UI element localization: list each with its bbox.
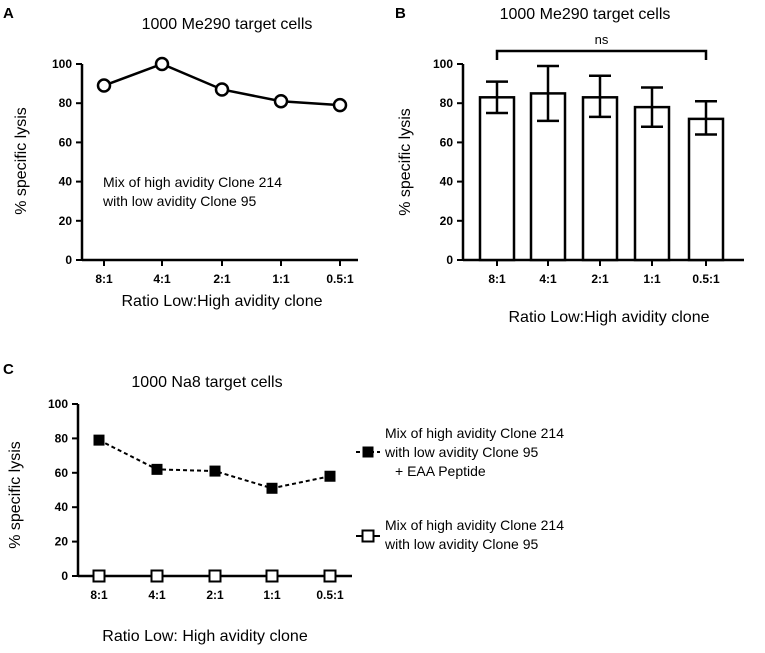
panel-c-y-tick-label: 80: [55, 431, 69, 445]
panel-c-x-tick-label: 8:1: [90, 588, 108, 602]
panel-b-y-axis-label: % specific lysis: [397, 108, 414, 216]
panel-b-bar: [633, 105, 671, 262]
panel-c-series-1-point: [266, 482, 278, 494]
legend-item-1-line-1: Mix of high avidity Clone 214: [385, 425, 564, 441]
panel-a-x-tick-label: 8:1: [95, 272, 113, 286]
panel-c-series-2-point: [92, 569, 106, 583]
panel-c-series-1-point: [93, 434, 105, 446]
panel-a-annotation-line-2: with low avidity Clone 95: [102, 193, 257, 209]
panel-letter-c: C: [3, 361, 14, 378]
panel-a-y-axis-label: % specific lysis: [13, 107, 30, 215]
panel-b-y-tick-label: 20: [440, 214, 454, 228]
panel-letter-a: A: [3, 5, 14, 22]
panel-b-y-tick-label: 60: [440, 135, 454, 149]
panel-a-data-point: [273, 93, 289, 109]
panel-c-y-tick-label: 0: [61, 569, 68, 583]
panel-a-x-tick-label: 4:1: [153, 272, 171, 286]
panel-b-y-tick-label: 40: [440, 175, 454, 189]
panel-b-x-tick-label: 2:1: [591, 272, 609, 286]
panel-a-y-tick-label: 60: [59, 135, 73, 149]
panel-a-y-tick-label: 20: [59, 214, 73, 228]
panel-c-y-tick-label: 20: [55, 535, 69, 549]
panel-b-significance-bracket: [495, 49, 708, 60]
panel-c-x-tick-label: 1:1: [263, 588, 281, 602]
panel-c-x-tick-label: 4:1: [148, 588, 166, 602]
panel-a-data-point: [332, 97, 348, 113]
panel-c-y-axis-label: % specific lysis: [7, 441, 24, 549]
panel-b-y-tick-label: 80: [440, 96, 454, 110]
panel-c-series-1-point: [209, 465, 221, 477]
panel-b-chart: 1000 Me290 target cells % specific lysis…: [397, 6, 744, 326]
panel-a-y-tick-label: 80: [59, 96, 73, 110]
panel-a-y-tick-label: 0: [65, 253, 72, 267]
panel-a-title: 1000 Me290 target cells: [142, 16, 313, 33]
panel-b-x-tick-label: 4:1: [539, 272, 557, 286]
panel-a-y-tick-label: 40: [59, 175, 73, 189]
panel-b-bar: [581, 96, 619, 262]
panel-b-y-tick-label: 100: [433, 57, 453, 71]
panel-c-y-tick-label: 40: [55, 500, 69, 514]
panel-c-legend: Mix of high avidity Clone 214 with low a…: [356, 425, 564, 552]
panel-b-x-axis-label: Ratio Low:High avidity clone: [509, 309, 710, 326]
panel-c-series-1-point: [324, 470, 336, 482]
panel-b-x-tick-label: 1:1: [643, 272, 661, 286]
panel-a-chart: 1000 Me290 target cells % specific lysis…: [13, 16, 358, 310]
panel-c-series-2-point: [150, 569, 164, 583]
panel-c-x-tick-label: 0.5:1: [316, 588, 344, 602]
legend-item-2-line-1: Mix of high avidity Clone 214: [385, 517, 564, 533]
panel-c-x-tick-label: 2:1: [206, 588, 224, 602]
legend-item-1-line-3: + EAA Peptide: [395, 463, 486, 479]
panel-a-x-tick-label: 2:1: [213, 272, 231, 286]
panel-c-series-2-point: [323, 569, 337, 583]
legend-item-2-marker: [361, 529, 375, 543]
panel-c-title: 1000 Na8 target cells: [131, 374, 282, 391]
panel-c-y-tick-label: 60: [55, 466, 69, 480]
panel-b-y-tick-label: 0: [446, 253, 453, 267]
panel-a-x-axis-label: Ratio Low:High avidity clone: [122, 293, 323, 310]
legend-item-1-marker: [362, 446, 374, 458]
panel-b-significance-label: ns: [595, 32, 609, 47]
panel-c-y-tick-label: 100: [48, 397, 68, 411]
panel-a-annotation-line-1: Mix of high avidity Clone 214: [103, 174, 282, 190]
panel-c-series-1-point: [151, 463, 163, 475]
panel-c-x-axis-label: Ratio Low: High avidity clone: [102, 628, 308, 645]
legend-item-1-line-2: with low avidity Clone 95: [384, 444, 539, 460]
panel-a-x-tick-label: 1:1: [272, 272, 290, 286]
panel-b-title: 1000 Me290 target cells: [500, 6, 671, 23]
panel-a-y-tick-label: 100: [52, 57, 72, 71]
panel-a-data-point: [96, 78, 112, 93]
panel-letter-b: B: [395, 5, 406, 22]
panel-c-series-1-line: [98, 439, 331, 490]
panel-b-bar: [478, 96, 516, 262]
panel-a-x-tick-label: 0.5:1: [326, 272, 354, 286]
panel-c-series-2-point: [208, 569, 222, 583]
panel-a-data-point: [154, 56, 170, 72]
legend-item-2-line-2: with low avidity Clone 95: [384, 536, 539, 552]
panel-c-series-2-point: [265, 569, 279, 583]
panel-c-chart: 1000 Na8 target cells % specific lysis R…: [7, 374, 352, 645]
panel-a-data-point: [214, 82, 230, 97]
panel-b-bar: [687, 117, 725, 262]
panel-b-x-tick-label: 0.5:1: [692, 272, 720, 286]
panel-b-x-tick-label: 8:1: [488, 272, 506, 286]
